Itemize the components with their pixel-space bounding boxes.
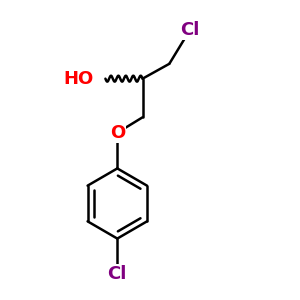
Text: Cl: Cl — [180, 21, 200, 39]
Text: HO: HO — [63, 70, 94, 88]
Text: O: O — [110, 124, 125, 142]
Text: Cl: Cl — [108, 265, 127, 283]
